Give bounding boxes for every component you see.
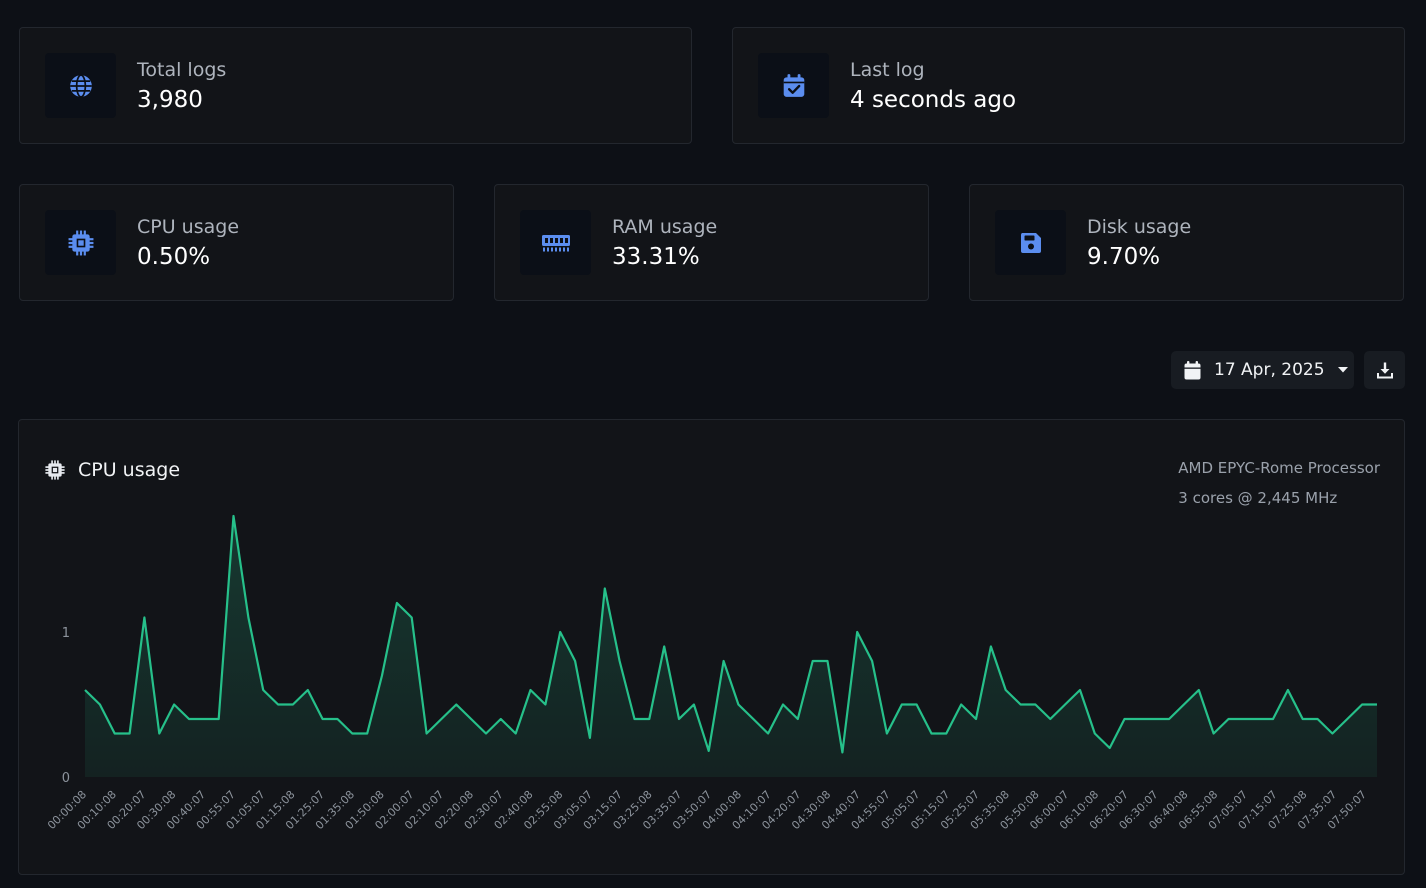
- caret-down-icon: [1337, 366, 1349, 374]
- processor-name: AMD EPYC-Rome Processor: [1178, 459, 1380, 477]
- y-tick-label: 0: [62, 771, 70, 786]
- last-log-value: 4 seconds ago: [850, 87, 1017, 113]
- disk-usage-value: 9.70%: [1087, 244, 1161, 270]
- cpu-chip-icon: [45, 460, 65, 480]
- memory-icon: [520, 210, 591, 275]
- total-logs-value: 3,980: [137, 87, 203, 113]
- disk-usage-card: Disk usage 9.70%: [969, 184, 1404, 301]
- floppy-disk-icon: [995, 210, 1066, 275]
- download-button[interactable]: [1364, 351, 1405, 389]
- disk-usage-label: Disk usage: [1087, 216, 1192, 238]
- cpu-chip-icon: [45, 210, 116, 275]
- y-tick-label: 1: [62, 626, 70, 641]
- ram-usage-card: RAM usage 33.31%: [494, 184, 929, 301]
- chart-title: CPU usage: [45, 459, 180, 481]
- last-log-card: Last log 4 seconds ago: [732, 27, 1405, 144]
- cpu-usage-value: 0.50%: [137, 244, 211, 270]
- ram-usage-label: RAM usage: [612, 216, 718, 238]
- date-picker-button[interactable]: 17 Apr, 2025: [1171, 351, 1354, 389]
- last-log-label: Last log: [850, 59, 925, 81]
- calendar-check-icon: [758, 53, 829, 118]
- processor-info: AMD EPYC-Rome Processor 3 cores @ 2,445 …: [1178, 453, 1380, 513]
- total-logs-label: Total logs: [137, 59, 227, 81]
- date-picker-label: 17 Apr, 2025: [1214, 360, 1325, 380]
- cpu-usage-series-line: [84, 514, 1377, 754]
- chart-title-text: CPU usage: [78, 459, 181, 481]
- cpu-usage-area: [85, 516, 1377, 777]
- cpu-usage-label: CPU usage: [137, 216, 240, 238]
- total-logs-card: Total logs 3,980: [19, 27, 692, 144]
- cpu-usage-chart: 01 00:00:0800:10:0800:20:0700:30:0800:40…: [45, 514, 1377, 832]
- calendar-icon: [1184, 360, 1201, 380]
- cpu-usage-card: CPU usage 0.50%: [19, 184, 454, 301]
- download-icon: [1376, 362, 1393, 379]
- ram-usage-value: 33.31%: [612, 244, 700, 270]
- processor-cores: 3 cores @ 2,445 MHz: [1178, 489, 1338, 507]
- globe-icon: [45, 53, 116, 118]
